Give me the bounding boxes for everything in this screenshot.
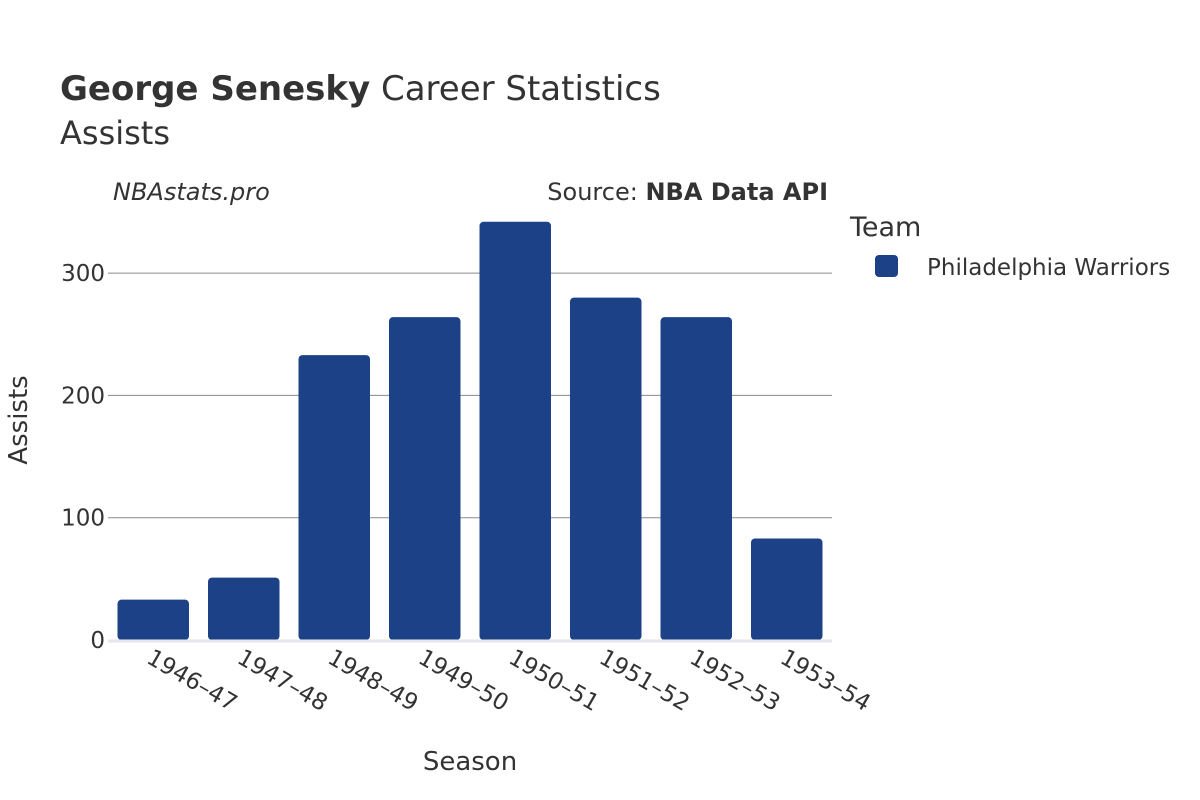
bar: [570, 297, 642, 640]
legend-swatch: [875, 255, 898, 277]
x-tick-label: 1950–51: [504, 645, 603, 717]
bar: [660, 317, 732, 640]
x-axis-ticks: 1946–471947–481948–491949–501950–511951–…: [142, 645, 875, 717]
source-prefix: Source:: [547, 178, 645, 206]
bars: [117, 221, 823, 641]
x-tick-label: 1952–53: [685, 645, 784, 717]
chart-title-player: George Senesky: [60, 69, 370, 109]
legend: Philadelphia Warriors: [875, 255, 1170, 281]
x-tick-label: 1951–52: [595, 645, 694, 717]
source-name: NBA Data API: [645, 178, 828, 206]
chart-title: George Senesky Career Statistics: [60, 69, 661, 109]
x-tick-label: 1947–48: [233, 645, 332, 717]
x-axis-label: Season: [423, 747, 517, 777]
y-tick-label: 200: [61, 383, 105, 409]
y-tick-label: 300: [61, 261, 105, 287]
chart-title-rest: Career Statistics: [370, 69, 661, 109]
bar: [208, 577, 280, 640]
chart-subtitle: Assists: [60, 114, 170, 152]
y-axis-ticks: 0 100 200 300: [61, 261, 105, 654]
source-credit: Source: NBA Data API: [547, 178, 828, 206]
x-tick-label: 1946–47: [142, 645, 241, 717]
watermark: NBAstats.pro: [113, 178, 270, 206]
x-tick-label: 1949–50: [414, 645, 513, 717]
bar: [298, 355, 370, 640]
x-tick-label: 1953–54: [776, 645, 875, 717]
bar: [479, 221, 551, 641]
y-tick-label: 100: [61, 506, 105, 532]
bar: [751, 538, 823, 640]
bar: [389, 317, 461, 640]
legend-title: Team: [849, 212, 921, 243]
bar: [117, 599, 189, 640]
y-axis-label: Assists: [4, 375, 34, 464]
y-tick-label: 0: [90, 628, 105, 654]
legend-item-label: Philadelphia Warriors: [927, 255, 1170, 281]
x-tick-label: 1948–49: [323, 645, 422, 717]
